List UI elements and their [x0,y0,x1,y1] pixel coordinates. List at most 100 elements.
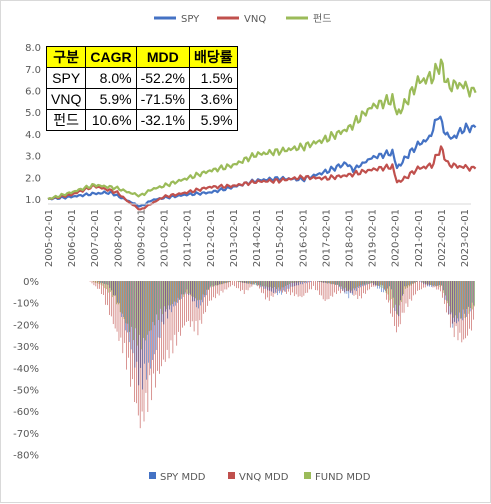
drawdown-bar [396,281,398,314]
drawdown-bar [342,281,344,291]
drawdown-bar [406,281,408,288]
drawdown-bar [353,281,355,296]
drawdown-bar [248,281,249,284]
drawdown-bar [252,281,253,285]
drawdown-bar [334,281,336,293]
table-cell: 5.9% [85,88,137,110]
drawdown-bar [157,281,159,338]
legend-label: VNQ [244,14,266,25]
y-tick-label: 1.0 [25,195,41,206]
drawdown-bar [357,281,359,299]
drawdown-bar [329,281,331,284]
drawdown-bar [259,281,261,288]
drawdown-bar [152,281,154,322]
drawdown-bar [180,281,182,299]
drawdown-bar [407,281,409,307]
drawdown-bar [469,281,471,312]
drawdown-bar [213,281,214,298]
table-header-cell: CAGR [85,46,137,68]
bar-group [89,281,475,429]
drawdown-bar [288,281,290,289]
drawdown-bar [160,281,161,309]
drawdown-bar [177,281,179,298]
drawdown-bar [119,281,120,304]
drawdown-bar [279,281,281,290]
drawdown-bar [166,281,168,350]
drawdown-bar [261,281,262,293]
drawdown-bar [213,281,215,287]
drawdown-bar [94,281,96,283]
drawdown-bar [320,281,322,296]
drawdown-bar [275,281,277,289]
table-cell: SPY [45,67,87,89]
drawdown-bar [444,281,446,300]
drawdown-bar [146,281,148,335]
drawdown-bar [371,281,372,287]
drawdown-bar [195,281,197,321]
table-cell: 10.6% [85,109,137,131]
drawdown-bar [266,281,267,287]
drawdown-bar [107,281,108,306]
y-tick-label: -40% [13,364,39,375]
drawdown-bar [212,281,213,287]
drawdown-bar [117,281,119,305]
x-tick-label: 2006-02-01 [67,209,78,267]
drawdown-bar [129,281,131,332]
drawdown-bar [387,281,388,289]
drawdown-bar [240,281,241,292]
drawdown-bar [203,281,205,314]
drawdown-bar [159,281,161,338]
drawdown-bar [318,281,319,282]
drawdown-bar [179,281,181,300]
drawdown-bar [383,281,384,293]
drawdown-bar [173,281,174,307]
drawdown-bar [457,281,459,341]
drawdown-bar [153,281,155,355]
x-tick-label: 2008-02-01 [113,209,124,267]
drawdown-bar [274,281,276,294]
x-tick-label: 2013-02-01 [229,209,240,267]
drawdown-bar [239,281,240,282]
drawdown-bar [194,281,195,302]
drawdown-bar [309,281,310,290]
y-tick-label: -20% [13,320,39,331]
drawdown-bar [204,281,206,296]
drawdown-bar [266,281,268,298]
drawdown-bar [106,281,107,290]
drawdown-bar [292,281,294,287]
drawdown-bar [277,281,279,288]
drawdown-bar [177,281,178,303]
drawdown-bar [148,281,150,332]
drawdown-bar [199,281,201,321]
drawdown-bar [435,281,436,286]
drawdown-bar [427,281,429,287]
drawdown-bar [360,281,362,286]
drawdown-bar [319,281,321,283]
drawdown-bar [451,281,453,324]
drawdown-bar [145,281,147,393]
drawdown-bar [107,281,109,285]
drawdown-bar [322,281,324,300]
drawdown-bar [379,281,380,289]
drawdown-bar [154,281,156,326]
y-tick-label: 8.0 [25,43,41,54]
drawdown-bar [184,281,185,326]
drawdown-bar [362,281,364,285]
drawdown-bar [178,281,180,300]
drawdown-bar [297,281,299,297]
drawdown-bar [227,281,228,283]
drawdown-bar [98,281,99,282]
drawdown-bar [448,281,450,315]
drawdown-bar [250,281,251,284]
drawdown-bar [439,281,440,286]
drawdown-bar [97,281,99,289]
drawdown-bar [157,281,158,371]
drawdown-bar [220,281,222,291]
drawdown-bar [423,281,425,285]
drawdown-bar [322,281,323,283]
drawdown-bar [105,281,106,305]
drawdown-bar [111,281,113,291]
drawdown-bar [375,281,377,286]
drawdown-bar [414,281,416,284]
drawdown-bar [473,281,474,320]
